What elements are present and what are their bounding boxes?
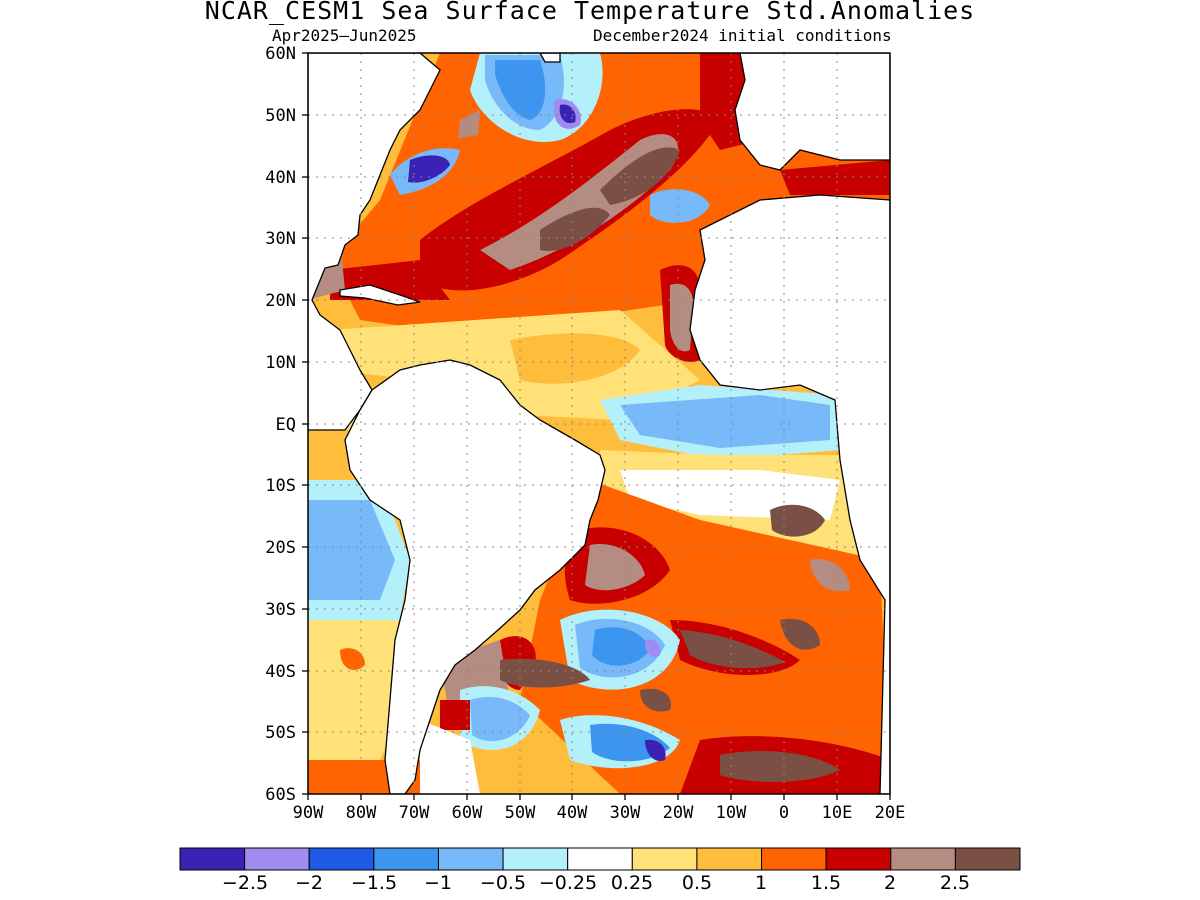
colorbar-swatch [244,847,310,871]
lon-label: 50W [504,803,536,823]
landmass [308,53,890,794]
lat-label: 20S [265,538,296,558]
colorbar-swatch [308,847,375,871]
lon-label: 40W [556,803,588,823]
colorbar-swatch [825,847,892,871]
colorbar-label: 1.5 [810,872,842,894]
colorbar-swatch [890,847,956,871]
lat-label: 20N [265,291,296,311]
lon-label: 20W [662,803,694,823]
lat-label: 30N [265,229,296,249]
lat-label: 10N [265,353,296,373]
colorbar-label: 2 [883,872,897,894]
lat-label: 50S [265,723,296,743]
lon-label: 30W [609,803,641,823]
lon-label: 70W [398,803,430,823]
colorbar-swatch [502,847,569,871]
colorbar-swatch [631,847,698,871]
lat-label: 60N [265,44,296,64]
map-grid [308,53,890,794]
colorbar-label: 1 [754,872,768,894]
colorbar-label: 0.25 [610,872,654,894]
colorbar-label: −1.5 [350,872,398,894]
lon-label: 0 [778,803,790,823]
colorbar-swatch [696,847,763,871]
lat-label: EQ [275,415,296,435]
axis-ticks [302,52,891,800]
chart-title: NCAR_CESM1 Sea Surface Temperature Std.A… [204,0,976,25]
colorbar-swatch [954,847,1021,871]
colorbar-swatch [437,847,504,871]
lon-label: 20E [874,803,906,823]
colorbar-swatch [179,847,246,871]
colorbar-label: −1 [423,872,452,894]
colorbar-label: 0.5 [681,872,713,894]
colorbar-swatch [761,847,827,871]
colorbar-swatch [373,847,439,871]
lat-label: 40N [265,168,296,188]
lon-label: 10W [715,803,747,823]
lon-label: 10E [821,803,853,823]
colorbar-swatch [567,847,633,871]
colorbar [179,847,1021,871]
colorbar-label: −0.5 [479,872,527,894]
colorbar-label: −2.5 [221,872,269,894]
initial-conditions: December2024 initial conditions [593,26,892,45]
lon-label: 90W [292,803,324,823]
colorbar-label: −2 [294,872,323,894]
lat-label: 30S [265,600,296,620]
lat-label: 60S [265,785,296,805]
lat-label: 40S [265,662,296,682]
forecast-period: Apr2025–Jun2025 [272,26,417,45]
colorbar-label: −0.25 [538,872,598,894]
lat-label: 10S [265,476,296,496]
lon-label: 60W [451,803,483,823]
lon-label: 80W [345,803,377,823]
lat-label: 50N [265,106,296,126]
colorbar-label: 2.5 [939,872,971,894]
